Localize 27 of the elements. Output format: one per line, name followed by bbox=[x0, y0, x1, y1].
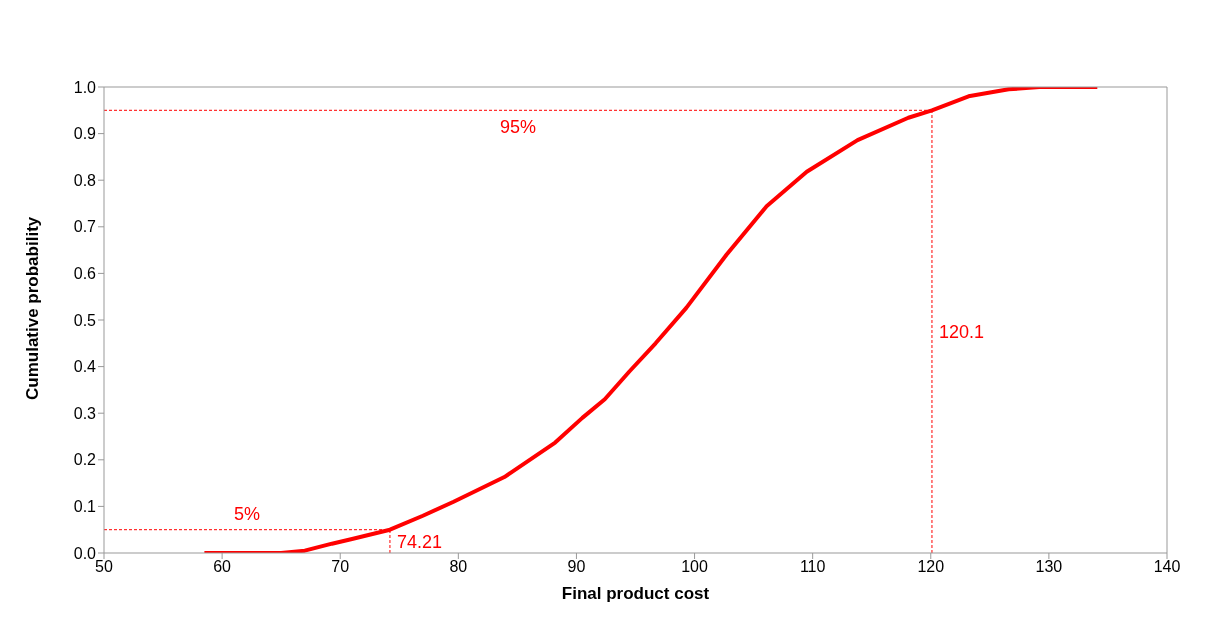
y-axis-title: Cumulative probability bbox=[23, 216, 43, 400]
y-tick-label: 0.7 bbox=[73, 218, 97, 236]
y-tick-label: 0.6 bbox=[73, 265, 97, 283]
ref-line-label: 95% bbox=[499, 116, 536, 137]
x-tick-label: 100 bbox=[681, 558, 708, 576]
x-tick-label: 70 bbox=[331, 558, 350, 576]
ref-line-label: 5% bbox=[233, 504, 260, 525]
ref-line-label: 74.21 bbox=[396, 531, 442, 552]
x-tick-label: 120 bbox=[917, 558, 945, 576]
x-tick-label: 110 bbox=[799, 558, 826, 576]
ref-line-label: 120.1 bbox=[938, 322, 985, 343]
y-tick-label: 0.3 bbox=[73, 404, 97, 422]
y-tick-label: 0.4 bbox=[73, 358, 97, 376]
y-tick-label: 0.8 bbox=[73, 171, 97, 189]
x-tick-label: 90 bbox=[567, 558, 586, 576]
x-axis-title: Final product cost bbox=[561, 584, 710, 603]
y-tick-label: 0.0 bbox=[73, 544, 97, 562]
y-tick-label: 0.1 bbox=[73, 498, 97, 516]
y-tick-label: 0.2 bbox=[73, 451, 97, 469]
x-tick-label: 80 bbox=[449, 558, 468, 576]
y-tick-label: 0.5 bbox=[73, 311, 97, 329]
y-tick-label: 1.0 bbox=[73, 78, 97, 96]
x-tick-label: 60 bbox=[213, 558, 232, 576]
x-tick-label: 140 bbox=[1153, 558, 1181, 576]
y-tick-label: 0.9 bbox=[73, 125, 97, 143]
x-tick-label: 130 bbox=[1035, 558, 1063, 576]
x-tick-label: 50 bbox=[95, 558, 113, 576]
